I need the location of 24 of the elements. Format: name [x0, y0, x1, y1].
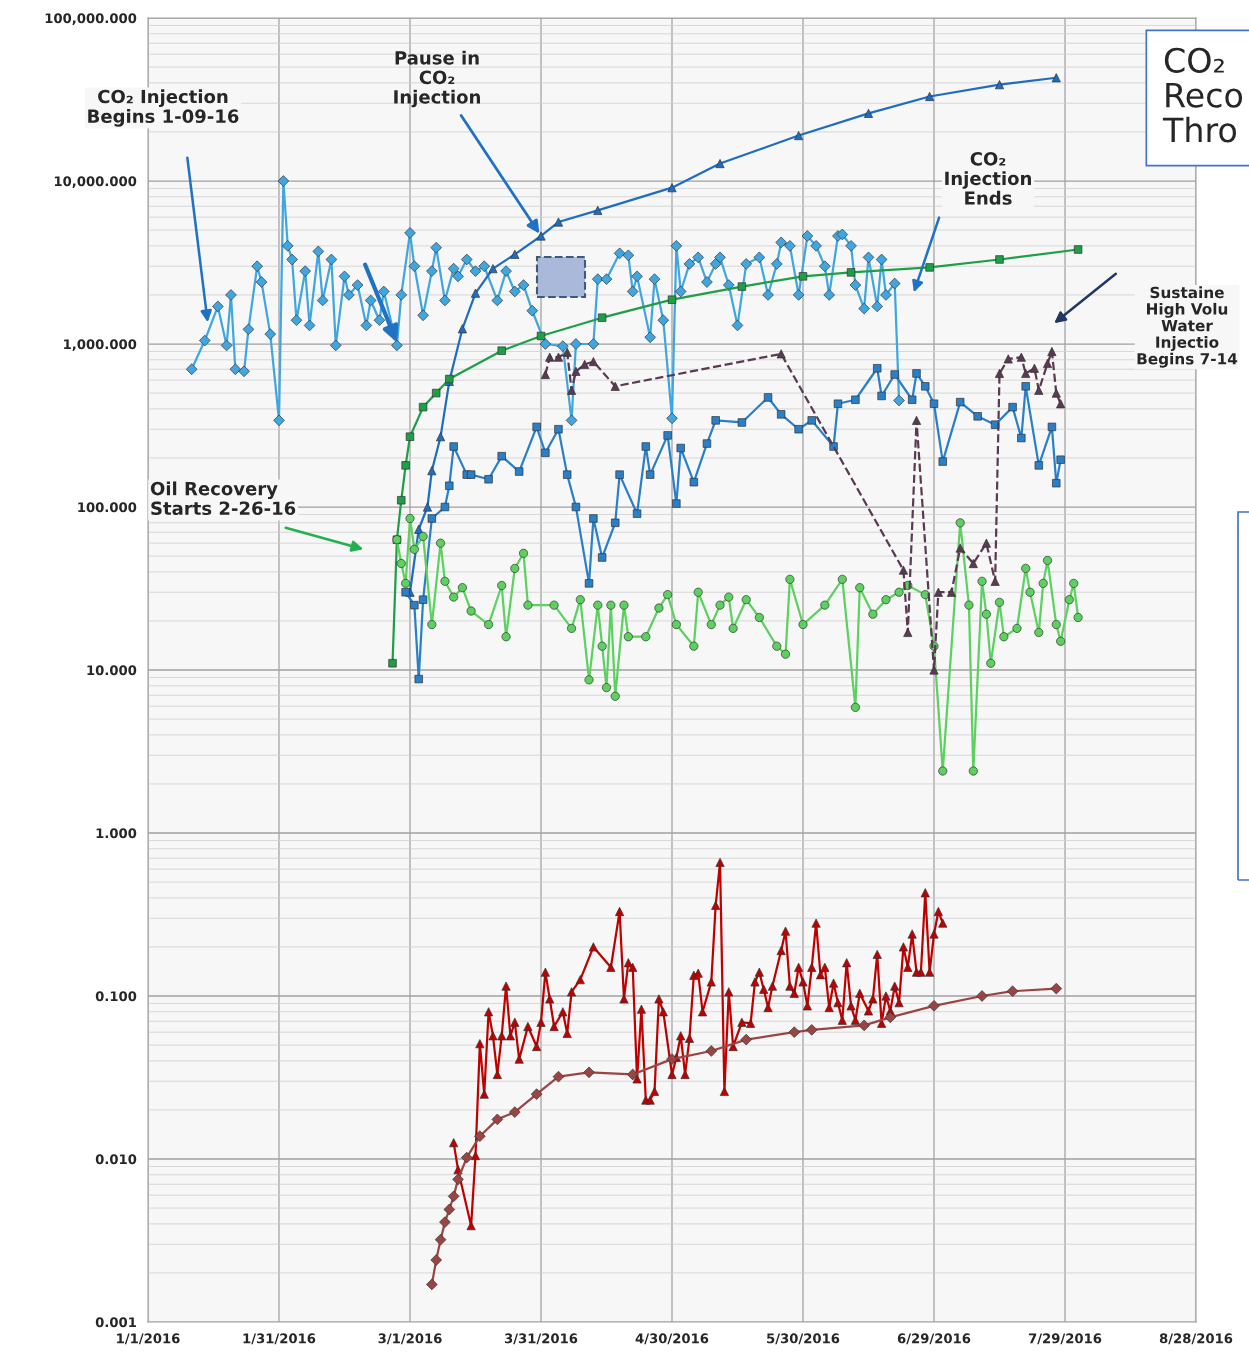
x-tick-label: 6/29/2016: [897, 1333, 971, 1345]
x-tick-label: 7/29/2016: [1028, 1333, 1102, 1345]
x-tick-label: 5/30/2016: [767, 1333, 840, 1345]
x-tick-label: 8/28/2016: [1159, 1333, 1233, 1345]
y-tick-label: 100.000: [78, 502, 137, 513]
y-tick-label: 0.100: [95, 991, 137, 1002]
x-tick-label: 1/31/2016: [243, 1333, 316, 1345]
annotation: Sustaine High Volu Water Injectio Begins 7-14: [1137, 286, 1238, 368]
y-tick-label: 10,000.000: [54, 176, 137, 188]
y-tick-label: 0.010: [95, 1154, 137, 1165]
annotation: CO₂ Injection Begins 1-09-16: [88, 89, 239, 127]
y-tick-label: 0.001: [95, 1317, 136, 1328]
y-tick-label: 100,000.000: [45, 13, 137, 25]
annotation: Oil Recovery Starts 2-26-16: [150, 481, 296, 516]
annotation: CO₂ Injection Ends: [945, 151, 1031, 205]
annotation: Pause in CO₂ Injection: [394, 50, 480, 108]
annotation: CO₂ Reco Thro: [1162, 47, 1243, 143]
y-tick-label: 1.000: [96, 828, 137, 839]
x-tick-label: 3/31/2016: [504, 1333, 578, 1345]
x-tick-label: 1/1/2016: [117, 1333, 180, 1345]
x-tick-label: 4/30/2016: [635, 1333, 709, 1345]
x-tick-label: 3/1/2016: [378, 1333, 442, 1345]
y-tick-label: 10.000: [87, 665, 137, 676]
y-tick-label: 1,000.000: [64, 339, 137, 351]
